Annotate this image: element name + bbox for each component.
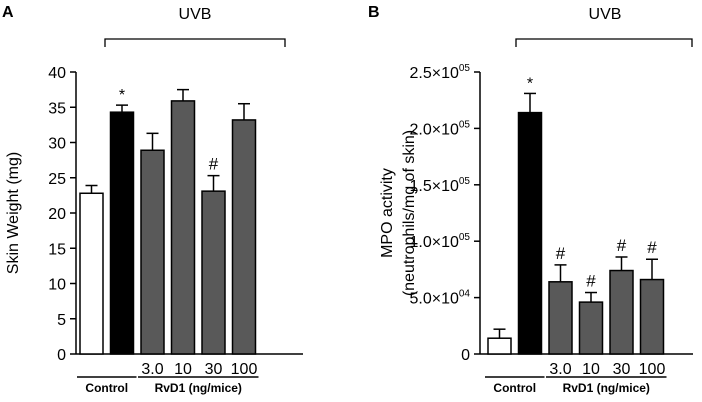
panel-b-y-label: MPO activity: [379, 168, 396, 258]
panel-b-significance-mark: *: [527, 75, 533, 92]
panel-a-bar: [231, 119, 257, 355]
panel-a-y-tick-label: 25: [48, 171, 66, 188]
panel-b-y-tick-label: 1.5×1005: [409, 176, 470, 195]
panel-b-y-tick-label: 1.0×1005: [409, 232, 470, 251]
panel-a-x-tick-label: 30: [205, 361, 223, 378]
panel-a-significance-mark: *: [119, 87, 125, 104]
panel-b-bar: [487, 337, 512, 355]
panel-b-y-tick-label: 2.0×1005: [409, 119, 470, 138]
panel-a-bar: [201, 190, 226, 355]
panel-b-bar: [548, 281, 573, 355]
panel-a-bar: [140, 149, 165, 355]
panel-a-uvb-label: UVB: [179, 6, 212, 23]
panel-b-uvb-bracket: [515, 38, 693, 47]
panel-a-significance-mark: #: [209, 155, 219, 174]
panel-a-bar: [109, 111, 135, 355]
panel-a-x-tick-label: 10: [174, 361, 192, 378]
panel-b-x-tick-label: 30: [613, 361, 631, 378]
panel-b-bar: [639, 278, 665, 355]
panel-b-significance-mark: #: [556, 244, 566, 263]
panel-b-y-tick-label: 5.0×1004: [409, 289, 470, 308]
panel-b-bar: [578, 301, 604, 355]
panel-a-group-label: RvD1 (ng/mice): [155, 381, 242, 395]
panel-b-bar: [517, 111, 543, 355]
panel-a-y-tick-label: 35: [48, 100, 66, 117]
panel-a-y-tick-label: 10: [48, 277, 66, 294]
panel-a-y-tick-label: 20: [48, 206, 66, 223]
panel-b-y-label-line2: (neutrophils/mg of skin): [401, 130, 418, 296]
panel-b-group-label: RvD1 (ng/mice): [563, 381, 650, 395]
panel-a-group-label: Control: [85, 381, 128, 395]
panel-b-y-tick-label: 0: [461, 347, 470, 364]
panel-a-x-tick-label: 100: [231, 361, 258, 378]
panel-b: B UVB 0 5.0×1004 1.0×1005 1.5×1005 2.0×1005 2…: [368, 4, 693, 395]
panel-a-y-tick-label: 40: [48, 65, 66, 82]
panel-a-y-tick-label: 5: [57, 312, 66, 329]
panel-a-x-tick-label: 3.0: [141, 361, 163, 378]
panel-b-uvb-label: UVB: [589, 6, 622, 23]
panel-b-significance-mark: #: [617, 236, 627, 255]
panel-b-x-tick-label: 10: [582, 361, 600, 378]
panel-b-y-tick-label: 2.5×1005: [409, 63, 470, 82]
panel-a-bar: [79, 192, 104, 355]
panel-b-letter: B: [368, 4, 380, 21]
panel-a-plot: 0 5 10 15 20 25 30 35 40 Skin Weight (mg) * 3.0 10 #3…: [5, 38, 303, 395]
panel-a-y-tick-label: 0: [57, 347, 66, 364]
panel-a-bar: [170, 100, 196, 355]
panel-a-y-tick-label: 15: [48, 241, 66, 258]
panel-b-x-tick-label: 100: [639, 361, 666, 378]
panel-a-y-tick-label: 30: [48, 136, 66, 153]
panel-b-significance-mark: #: [647, 238, 657, 257]
panel-a-uvb-bracket: [104, 38, 286, 47]
panel-b-plot: 0 5.0×1004 1.0×1005 1.5×1005 2.0×1005 2.5×100…: [379, 38, 693, 395]
panel-b-bar: [609, 269, 634, 355]
panel-b-x-tick-label: 3.0: [549, 361, 571, 378]
panel-a: A UVB 0 5 10 15 20 25 30 35 40 Skin Weight (mg) * 3…: [2, 4, 303, 395]
panel-a-y-label: Skin Weight (mg): [5, 152, 22, 274]
panel-a-letter: A: [2, 4, 14, 21]
panel-b-significance-mark: #: [586, 272, 596, 291]
panel-b-group-label: Control: [493, 381, 536, 395]
